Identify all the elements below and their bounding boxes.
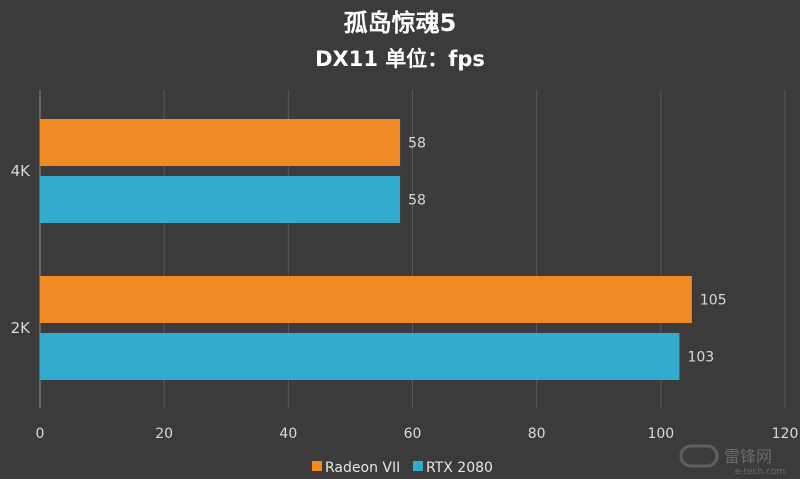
value-labels: 58 58 105 103 bbox=[408, 136, 727, 366]
bar bbox=[40, 176, 401, 223]
watermark-logo-icon bbox=[679, 444, 719, 468]
legend-label: RTX 2080 bbox=[426, 460, 493, 476]
legend-swatch bbox=[413, 461, 423, 471]
category-label: 2K bbox=[11, 319, 32, 337]
legend: Radeon VII RTX 2080 bbox=[312, 460, 493, 476]
watermark: 雷锋网 e-tech.com bbox=[679, 444, 786, 477]
x-tick-labels: 0 20 40 60 80 100 120 bbox=[36, 426, 799, 442]
data-label: 105 bbox=[700, 293, 727, 309]
legend-label: Radeon VII bbox=[325, 460, 400, 476]
chart-subtitle: DX11 单位：fps bbox=[315, 47, 485, 71]
x-tick-label: 40 bbox=[279, 426, 297, 442]
bars-group bbox=[40, 119, 692, 380]
data-label: 58 bbox=[408, 193, 426, 209]
watermark-text: 雷锋网 bbox=[724, 447, 772, 466]
x-tick-label: 20 bbox=[155, 426, 173, 442]
x-tick-label: 60 bbox=[404, 426, 422, 442]
chart-title: 孤岛惊魂5 bbox=[344, 9, 457, 37]
x-tick-label: 0 bbox=[36, 426, 45, 442]
watermark-subtext: e-tech.com bbox=[735, 467, 786, 477]
x-tick-label: 120 bbox=[772, 426, 799, 442]
bar bbox=[40, 276, 692, 323]
data-label: 58 bbox=[408, 136, 426, 152]
data-label: 103 bbox=[687, 350, 714, 366]
category-label: 4K bbox=[11, 162, 32, 180]
bar bbox=[40, 333, 680, 380]
x-tick-label: 80 bbox=[528, 426, 546, 442]
category-labels: 4K 2K bbox=[11, 162, 32, 337]
bar bbox=[40, 119, 401, 166]
x-tick-label: 100 bbox=[647, 426, 674, 442]
legend-swatch bbox=[312, 461, 322, 471]
